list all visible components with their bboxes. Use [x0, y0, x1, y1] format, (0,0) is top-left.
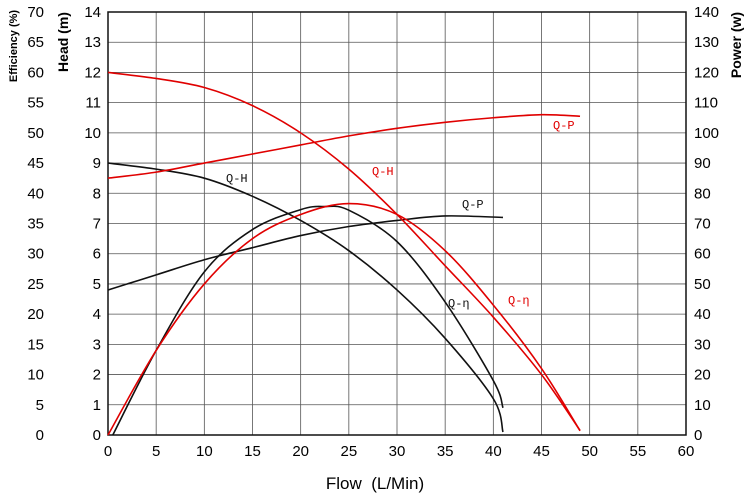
x-tick-label: 20: [292, 443, 309, 460]
power-tick-label: 40: [694, 306, 711, 323]
black-q-h-label: Q-H: [226, 172, 248, 186]
efficiency-tick-labels: 0 5 10 15 20 25 30 35 40 45 50 55 60 65 70: [27, 4, 44, 444]
efficiency-tick-label: 35: [27, 216, 44, 233]
black-q-p-curve: [107, 215, 503, 291]
x-tick-label: 40: [485, 443, 502, 460]
x-tick-label: 35: [437, 443, 454, 460]
x-tick-label: 10: [196, 443, 213, 460]
x-tick-label: 55: [629, 443, 646, 460]
red-q-eta-label: Q-η: [508, 294, 530, 308]
x-axis-title: Flow (L/Min): [326, 474, 424, 493]
efficiency-tick-label: 45: [27, 155, 44, 172]
curves: [107, 71, 581, 436]
power-tick-label: 100: [694, 125, 719, 142]
x-tick-label: 15: [244, 443, 261, 460]
efficiency-tick-label: 20: [27, 306, 44, 323]
efficiency-tick-label: 50: [27, 125, 44, 142]
efficiency-tick-label: 30: [27, 246, 44, 263]
head-tick-label: 8: [93, 185, 101, 202]
head-tick-label: 2: [93, 367, 101, 384]
power-tick-label: 60: [694, 246, 711, 263]
efficiency-tick-label: 5: [36, 397, 44, 414]
power-tick-label: 140: [694, 4, 719, 21]
power-tick-label: 130: [694, 34, 719, 51]
red-q-h-label: Q-H: [372, 165, 394, 179]
head-axis-title: Head (m): [55, 12, 71, 72]
power-tick-labels: 0 10 20 30 40 50 60 70 80 90 100 110 120 130 140: [694, 4, 719, 444]
efficiency-tick-label: 0: [36, 427, 44, 444]
power-tick-label: 20: [694, 367, 711, 384]
head-tick-label: 9: [93, 155, 101, 172]
black-q-h-curve: [107, 162, 504, 433]
head-tick-label: 11: [85, 95, 101, 112]
head-tick-label: 12: [84, 64, 101, 81]
red-q-p-label: Q-P: [553, 119, 575, 133]
power-tick-label: 120: [694, 64, 719, 81]
efficiency-tick-label: 15: [27, 336, 44, 353]
power-tick-label: 110: [694, 95, 718, 112]
efficiency-tick-label: 65: [27, 34, 44, 51]
power-tick-label: 10: [694, 397, 711, 414]
x-tick-label: 25: [340, 443, 357, 460]
x-tick-labels: 0 5 10 15 20 25 30 35 40 45 50 55 60: [104, 443, 695, 460]
grid-lines: [108, 12, 686, 435]
black-q-eta-label: Q-η: [448, 297, 470, 311]
power-tick-label: 80: [694, 185, 711, 202]
head-tick-label: 1: [93, 397, 101, 414]
efficiency-tick-label: 60: [27, 64, 44, 81]
head-tick-label: 5: [93, 276, 101, 293]
efficiency-axis-title: Efficiency (%): [8, 10, 20, 82]
x-tick-label: 30: [389, 443, 406, 460]
power-axis-title: Power (w): [728, 12, 744, 78]
efficiency-tick-label: 70: [27, 4, 44, 21]
plot-frame: [107, 11, 687, 436]
efficiency-tick-label: 10: [27, 367, 44, 384]
head-tick-label: 0: [93, 427, 101, 444]
power-tick-label: 50: [694, 276, 711, 293]
red-q-p-curve: [107, 113, 581, 179]
x-tick-label: 60: [678, 443, 695, 460]
efficiency-tick-label: 40: [27, 185, 44, 202]
head-tick-label: 4: [93, 306, 101, 323]
curve-labels: Q-H Q-P Q-η Q-H Q-P Q-η: [226, 119, 575, 311]
x-tick-label: 45: [533, 443, 550, 460]
power-tick-label: 70: [694, 216, 711, 233]
power-tick-label: 0: [694, 427, 702, 444]
head-tick-label: 7: [93, 216, 101, 233]
head-tick-label: 6: [93, 246, 101, 263]
efficiency-tick-label: 25: [27, 276, 44, 293]
efficiency-tick-label: 55: [27, 95, 44, 112]
red-q-eta-curve: [107, 202, 581, 436]
head-tick-label: 10: [84, 125, 101, 142]
power-tick-label: 90: [694, 155, 711, 172]
x-tick-label: 0: [104, 443, 112, 460]
x-tick-label: 5: [152, 443, 160, 460]
head-tick-label: 3: [93, 336, 101, 353]
x-tick-label: 50: [581, 443, 598, 460]
power-tick-label: 30: [694, 336, 711, 353]
black-q-p-label: Q-P: [462, 198, 484, 212]
red-q-h-curve: [107, 71, 581, 431]
head-tick-label: 14: [84, 4, 101, 21]
black-q-eta-curve: [112, 205, 504, 436]
head-tick-label: 13: [84, 34, 101, 51]
